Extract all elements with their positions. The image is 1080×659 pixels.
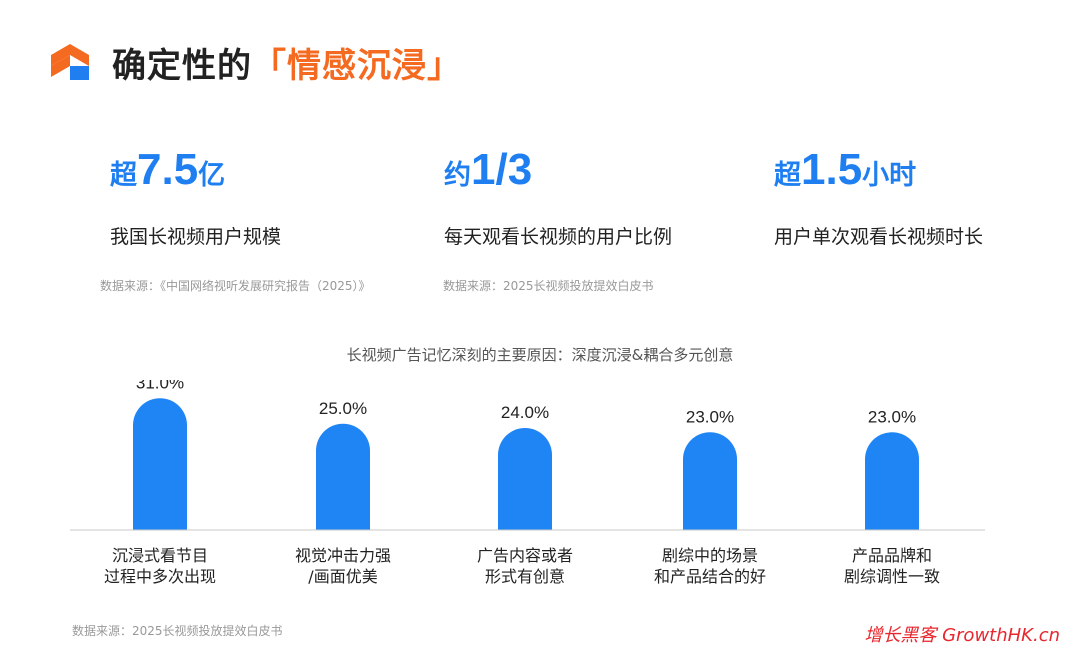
stat-daily-ratio: 约1/3 每天观看长视频的用户比例 — [444, 145, 673, 249]
category-label: 和产品结合的好 — [654, 567, 766, 586]
stat-desc: 每天观看长视频的用户比例 — [444, 226, 673, 248]
bar — [133, 398, 187, 530]
stat-desc: 用户单次观看长视频时长 — [774, 226, 984, 248]
data-label: 31.0% — [136, 380, 184, 392]
source-note: 数据来源：2025长视频投放提效白皮书 — [443, 279, 654, 293]
category-label: 形式有创意 — [485, 567, 565, 586]
category-label: 产品品牌和 — [852, 546, 932, 565]
chart-title: 长视频广告记忆深刻的主要原因：深度沉浸&耦合多元创意 — [346, 346, 734, 364]
stat-watch-duration: 超1.5小时 用户单次观看长视频时长 — [774, 145, 984, 249]
stat-desc: 我国长视频用户规模 — [110, 226, 282, 248]
category-label: 广告内容或者 — [477, 546, 573, 565]
data-label: 23.0% — [868, 407, 916, 426]
bar — [865, 432, 919, 530]
bar — [683, 432, 737, 530]
footer-source: 数据来源：2025长视频投放提效白皮书 — [72, 624, 283, 638]
category-label: 过程中多次出现 — [104, 567, 216, 586]
stat-user-scale: 超7.5亿 我国长视频用户规模 — [110, 145, 282, 249]
title-highlight: 「情感沉浸」 — [252, 46, 462, 86]
category-label: 沉浸式看节目 — [112, 546, 208, 565]
bar — [498, 428, 552, 530]
category-label: /画面优美 — [308, 567, 377, 586]
page-title: 确定性的「情感沉浸」 — [112, 46, 462, 86]
category-label: 视觉冲击力强 — [295, 546, 391, 565]
data-label: 23.0% — [686, 407, 734, 426]
logo-icon — [51, 44, 89, 80]
data-label: 24.0% — [501, 403, 549, 422]
bar — [316, 423, 370, 530]
category-label: 剧综中的场景 — [662, 546, 758, 565]
category-label: 剧综调性一致 — [844, 567, 940, 586]
data-label: 25.0% — [319, 399, 367, 418]
brand-watermark: 增长黑客 GrowthHK.cn — [864, 625, 1060, 646]
source-note: 数据来源：《中国网络视听发展研究报告（2025）》 — [100, 279, 371, 293]
